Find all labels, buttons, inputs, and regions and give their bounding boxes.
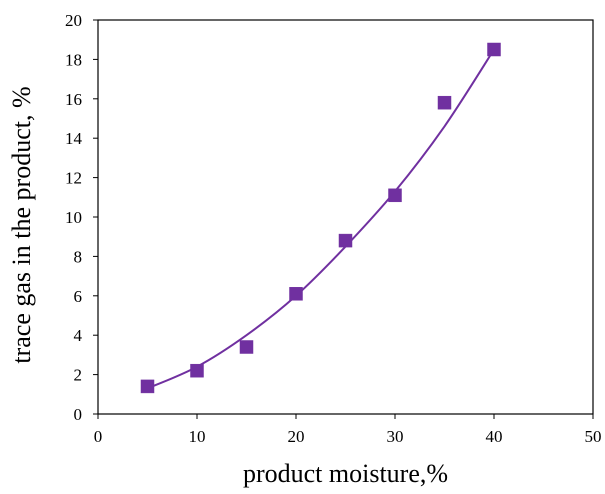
- y-tick-label: 12: [65, 169, 82, 188]
- y-tick-label: 6: [74, 287, 83, 306]
- y-tick-label: 4: [74, 326, 83, 345]
- x-tick-label: 40: [486, 427, 503, 446]
- y-tick-label: 20: [65, 11, 82, 30]
- y-tick-label: 14: [65, 129, 83, 148]
- data-point-marker: [190, 363, 204, 378]
- trendline: [147, 48, 495, 390]
- trendline-layer: [147, 48, 495, 390]
- plot-frame: [97, 19, 594, 415]
- x-tick-label: 10: [189, 427, 206, 446]
- x-tick-label: 0: [94, 427, 103, 446]
- y-tick-label: 10: [65, 208, 82, 227]
- y-axis-title: trace gas in the product, %: [7, 86, 36, 363]
- y-tick-label: 0: [74, 405, 83, 424]
- data-point-marker: [437, 95, 452, 110]
- tick-labels: 0 2 4 6 8 10 12 14 16 18 20 0 10 20 30 40 50: [65, 11, 602, 446]
- x-tick-label: 20: [288, 427, 305, 446]
- data-point-marker: [289, 287, 303, 301]
- data-point-marker: [140, 379, 155, 394]
- y-tick-label: 18: [65, 50, 82, 69]
- data-points: [140, 42, 501, 394]
- data-point-marker: [388, 188, 402, 203]
- y-tick-label: 2: [74, 366, 83, 385]
- x-axis-title: product moisture,%: [243, 459, 448, 488]
- y-tick-label: 16: [65, 90, 82, 109]
- data-point-marker: [239, 340, 254, 354]
- data-point-marker: [487, 42, 501, 57]
- x-tick-label: 30: [387, 427, 404, 446]
- y-tick-label: 8: [74, 247, 83, 266]
- data-point-marker: [338, 233, 353, 248]
- axes: [97, 19, 594, 415]
- x-tick-label: 50: [585, 427, 602, 446]
